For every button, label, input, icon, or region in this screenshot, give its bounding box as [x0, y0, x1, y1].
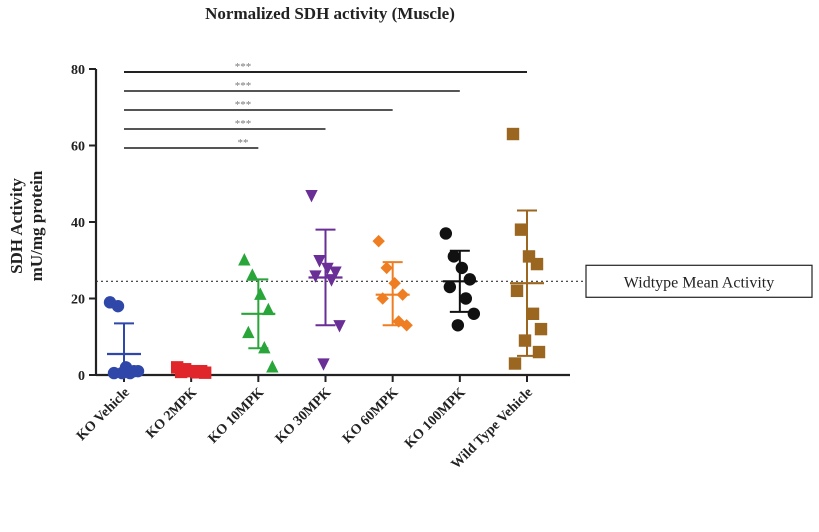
data-point	[372, 234, 385, 248]
significance-label: ***	[235, 99, 252, 111]
data-point	[463, 273, 477, 286]
y-tick-label: 40	[71, 216, 85, 231]
data-point	[333, 320, 346, 333]
data-point	[514, 223, 528, 236]
data-point	[115, 366, 129, 380]
data-point	[313, 255, 326, 268]
data-point	[131, 364, 145, 378]
data-point	[254, 287, 267, 300]
chart-title: Normalized SDH activity (Muscle)	[205, 4, 455, 23]
y-tick-label: 60	[71, 140, 85, 155]
data-point	[451, 319, 465, 332]
data-point	[400, 319, 413, 332]
y-tick-label: 80	[71, 63, 85, 78]
data-point	[317, 358, 330, 371]
data-point	[534, 322, 548, 336]
x-category-label: KO 30MPK	[273, 385, 335, 447]
wildtype-mean-label: Widtype Mean Activity	[624, 274, 774, 291]
data-point	[455, 261, 469, 275]
data-point	[321, 262, 334, 276]
y-tick-label: 0	[78, 369, 85, 384]
x-category-label: KO 10MPK	[206, 385, 268, 447]
data-point	[111, 299, 125, 313]
significance-label: ***	[235, 80, 252, 92]
data-point	[518, 334, 532, 347]
data-point	[459, 292, 473, 305]
data-point	[439, 227, 453, 240]
y-axis-label-line1: SDH Activity	[7, 178, 26, 274]
data-point	[242, 325, 255, 339]
data-point	[246, 268, 259, 281]
data-point	[305, 190, 318, 203]
data-point	[266, 360, 279, 373]
data-point	[238, 253, 251, 266]
data-point	[526, 307, 540, 320]
significance-label: ***	[235, 118, 252, 130]
data-point	[467, 307, 481, 320]
x-category-label: KO 60MPK	[340, 385, 402, 447]
data-point	[262, 302, 275, 316]
x-category-label: KO 2MPK	[143, 385, 200, 442]
data-point	[530, 257, 544, 271]
data-point	[506, 127, 520, 141]
significance-label: ***	[235, 61, 252, 73]
data-point	[325, 274, 338, 287]
data-point	[258, 341, 271, 354]
y-tick-label: 20	[71, 293, 85, 308]
data-point	[447, 250, 461, 263]
data-point	[443, 280, 457, 294]
wildtype-mean-label-box	[585, 264, 813, 298]
data-point	[508, 357, 522, 370]
data-point	[388, 277, 401, 290]
data-point	[329, 266, 342, 279]
x-category-label: KO Vehicle	[74, 385, 133, 444]
y-axis-label-line2: mU/mg protein	[27, 170, 46, 281]
data-point	[510, 284, 524, 298]
x-category-label: KO 100MPK	[402, 385, 468, 451]
data-point	[380, 261, 393, 275]
significance-label: **	[238, 137, 249, 149]
